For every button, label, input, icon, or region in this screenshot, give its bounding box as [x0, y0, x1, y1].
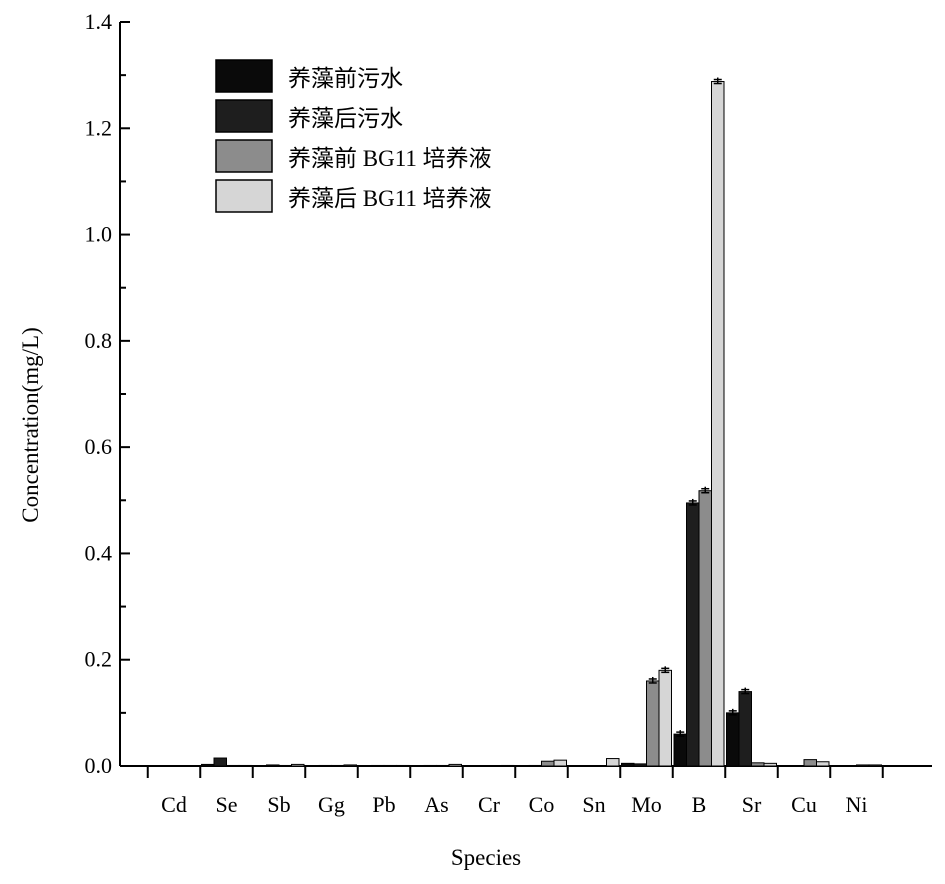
y-tick-label: 0.2	[85, 647, 113, 672]
x-tick-label: As	[424, 792, 448, 817]
bar	[699, 491, 712, 766]
bar	[292, 764, 305, 766]
x-tick-label: Mo	[631, 792, 662, 817]
x-axis-title: Species	[451, 845, 521, 870]
bar	[727, 713, 740, 766]
x-tick-label: B	[692, 792, 707, 817]
legend-label: 养藻前 BG11 培养液	[288, 146, 492, 171]
bar	[687, 503, 700, 766]
y-tick-label: 0.8	[85, 328, 113, 353]
bar	[752, 763, 765, 766]
bar	[449, 764, 462, 766]
x-tick-label: Ni	[846, 792, 868, 817]
bar	[397, 765, 410, 766]
bar	[239, 765, 252, 766]
y-tick-label: 1.4	[85, 9, 113, 34]
bar	[857, 765, 870, 766]
x-tick-label: Pb	[372, 792, 395, 817]
y-tick-label: 1.2	[85, 115, 113, 140]
bar	[227, 765, 240, 766]
bar	[437, 765, 450, 766]
bar	[202, 764, 215, 766]
x-tick-label: Co	[529, 792, 555, 817]
x-tick-label: Cr	[478, 792, 501, 817]
y-tick-label: 0.6	[85, 434, 113, 459]
legend-label: 养藻前污水	[288, 66, 403, 91]
bar	[542, 761, 555, 766]
legend-swatch	[216, 180, 272, 212]
bar	[869, 765, 882, 766]
x-tick-label: Se	[216, 792, 238, 817]
bar	[817, 762, 830, 766]
bar	[344, 765, 357, 766]
bar	[372, 765, 385, 766]
legend-label: 养藻后污水	[288, 106, 403, 131]
ticks-group: 0.0 0.2 0.4 0.6 0.8 1.0 1.2 1.4 Cd Se Sb Gg Pb As Cr Co…	[85, 9, 883, 817]
x-tick-label: Cd	[161, 792, 187, 817]
bar	[607, 759, 620, 766]
bar	[332, 765, 345, 766]
bar	[659, 670, 672, 766]
y-tick-label: 1.0	[85, 222, 113, 247]
bar	[267, 765, 280, 766]
bar	[424, 765, 437, 766]
bar	[529, 765, 542, 766]
bar	[502, 765, 515, 766]
axes	[120, 22, 932, 766]
x-tick-label: Gg	[318, 792, 345, 817]
legend-swatch	[216, 100, 272, 132]
bar	[804, 760, 817, 766]
bar	[634, 764, 647, 766]
x-tick-label: Sr	[742, 792, 762, 817]
legend-label: 养藻后 BG11 培养液	[288, 186, 492, 211]
bar	[319, 765, 332, 766]
bar	[384, 765, 397, 766]
x-tick-label: Sn	[582, 792, 605, 817]
bar	[647, 681, 660, 766]
bar	[554, 760, 567, 766]
y-tick-label: 0.4	[85, 540, 113, 565]
bar	[622, 763, 635, 766]
x-tick-label: Sb	[267, 792, 290, 817]
bar	[214, 758, 227, 766]
bar	[674, 734, 687, 766]
bar	[712, 82, 725, 766]
legend-swatch	[216, 140, 272, 172]
y-tick-label: 0.0	[85, 753, 113, 778]
x-tick-label: Cu	[791, 792, 817, 817]
bar	[764, 763, 777, 766]
y-axis-title: Concentration(mg/L)	[18, 327, 43, 522]
legend-swatch	[216, 60, 272, 92]
bar	[279, 765, 292, 766]
bar	[739, 692, 752, 766]
